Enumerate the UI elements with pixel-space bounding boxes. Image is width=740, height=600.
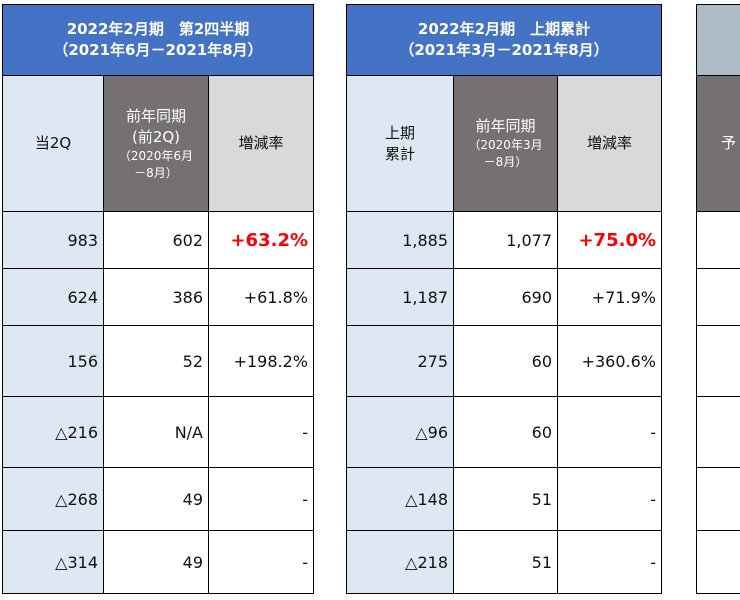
q2-title: 2022年2月期 第2四半期 （2021年6月－2021年8月）	[2, 4, 314, 76]
h1-title: 2022年2月期 上期累計 （2021年3月－2021年8月）	[346, 4, 662, 76]
h1-rate-cell: -	[557, 396, 662, 468]
h1-title-line2: （2021年3月－2021年8月）	[399, 41, 609, 59]
q2-rate-cell: +63.2%	[208, 211, 314, 269]
q2-prev-header-sub1: （2020年6月	[118, 148, 194, 163]
table-row: 1,885 1,077 +75.0%	[346, 211, 662, 269]
forecast-cell	[696, 467, 740, 531]
h1-prev-cell: 1,077	[453, 211, 558, 269]
table-row	[696, 211, 740, 269]
q2-prev-cell: 602	[103, 211, 209, 269]
q2-table: 2022年2月期 第2四半期 （2021年6月－2021年8月） 当2Q 前年同…	[2, 4, 314, 594]
h1-rate-cell: -	[557, 530, 662, 594]
h1-rate-cell: -	[557, 467, 662, 531]
table-row: 983 602 +63.2%	[2, 211, 314, 269]
h1-prev-cell: 51	[453, 530, 558, 594]
table-row: 1,187 690 +71.9%	[346, 268, 662, 326]
h1-prev-header-line1: 前年同期	[475, 117, 536, 135]
h1-prev-header-sub2: －8月）	[483, 155, 528, 169]
q2-rate-cell: +61.8%	[208, 268, 314, 326]
h1-title-line1: 2022年2月期 上期累計	[417, 20, 591, 38]
q2-rate-cell: +198.2%	[208, 325, 314, 397]
table-row	[696, 467, 740, 531]
q2-current-cell: 624	[2, 268, 104, 326]
h1-current-header-line1: 上期	[384, 123, 415, 142]
q2-current-cell: 983	[2, 211, 104, 269]
h1-current-cell: △96	[346, 396, 454, 468]
forecast-cell	[696, 396, 740, 468]
table-row: △218 51 -	[346, 530, 662, 594]
q2-prev-header-sub2: －8月）	[134, 165, 178, 180]
table-row: 156 52 +198.2%	[2, 325, 314, 397]
q2-title-line1: 2022年2月期 第2四半期	[66, 20, 250, 38]
h1-prev-header-sub1: （2020年3月	[468, 138, 543, 152]
table-row: 624 386 +61.8%	[2, 268, 314, 326]
q2-current-cell: △314	[2, 530, 104, 594]
q2-prev-header: 前年同期 (前2Q) （2020年6月 －8月）	[103, 75, 209, 212]
forecast-cell	[696, 325, 740, 397]
q2-prev-header-line1: 前年同期	[125, 106, 186, 125]
h1-rate-cell: +71.9%	[557, 268, 662, 326]
table-row: △216 N/A -	[2, 396, 314, 468]
h1-current-cell: △218	[346, 530, 454, 594]
h1-prev-cell: 690	[453, 268, 558, 326]
q2-rate-cell: -	[208, 467, 314, 531]
q2-prev-cell: 386	[103, 268, 209, 326]
table-row: △148 51 -	[346, 467, 662, 531]
q2-rate-cell: -	[208, 396, 314, 468]
h1-rate-cell: +75.0%	[557, 211, 662, 269]
h1-rate-cell: +360.6%	[557, 325, 662, 397]
table-row	[696, 325, 740, 397]
h1-current-header-line2: 累計	[384, 144, 415, 163]
h1-prev-cell: 60	[453, 396, 558, 468]
table-row: △268 49 -	[2, 467, 314, 531]
q2-rate-header: 増減率	[208, 75, 314, 212]
q2-prev-cell: 49	[103, 530, 209, 594]
q2-prev-cell: 49	[103, 467, 209, 531]
forecast-cell	[696, 268, 740, 326]
forecast-title	[696, 4, 740, 76]
table-row: △96 60 -	[346, 396, 662, 468]
table-row	[696, 396, 740, 468]
h1-current-cell: 275	[346, 325, 454, 397]
h1-table: 2022年2月期 上期累計 （2021年3月－2021年8月） 上期 累計 前年…	[346, 4, 662, 594]
forecast-header: 予	[696, 75, 740, 212]
h1-prev-header: 前年同期 （2020年3月 －8月）	[453, 75, 558, 212]
h1-current-header: 上期 累計	[346, 75, 454, 212]
h1-current-cell: △148	[346, 467, 454, 531]
q2-current-header: 当2Q	[2, 75, 104, 212]
h1-rate-header: 増減率	[557, 75, 662, 212]
table-row	[696, 268, 740, 326]
forecast-cell	[696, 530, 740, 594]
q2-prev-cell: N/A	[103, 396, 209, 468]
h1-current-cell: 1,187	[346, 268, 454, 326]
q2-prev-header-line2: (前2Q)	[131, 127, 181, 146]
forecast-header-label: 予	[721, 134, 737, 152]
table-row: △314 49 -	[2, 530, 314, 594]
table-row	[696, 530, 740, 594]
h1-prev-cell: 60	[453, 325, 558, 397]
q2-prev-cell: 52	[103, 325, 209, 397]
table-row: 275 60 +360.6%	[346, 325, 662, 397]
h1-current-cell: 1,885	[346, 211, 454, 269]
q2-rate-cell: -	[208, 530, 314, 594]
forecast-cell	[696, 211, 740, 269]
q2-title-line2: （2021年6月－2021年8月）	[53, 41, 263, 59]
forecast-table: 予	[696, 4, 740, 594]
h1-prev-cell: 51	[453, 467, 558, 531]
q2-current-cell: △268	[2, 467, 104, 531]
q2-current-cell: △216	[2, 396, 104, 468]
q2-current-cell: 156	[2, 325, 104, 397]
